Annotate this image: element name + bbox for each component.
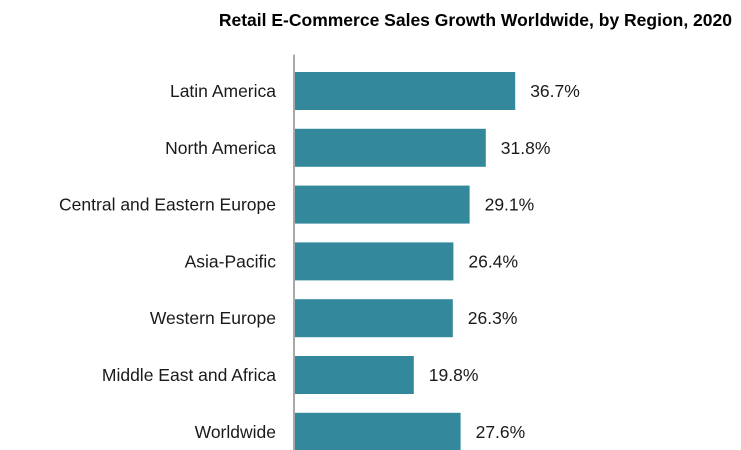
value-label: 27.6% [476, 422, 526, 442]
category-label: Central and Eastern Europe [59, 195, 276, 215]
bar [295, 242, 454, 281]
bar [295, 72, 516, 110]
category-label: North America [165, 138, 276, 158]
bar [295, 356, 414, 394]
category-label: Worldwide [195, 422, 276, 442]
bar [295, 299, 453, 338]
value-label: 29.1% [485, 195, 535, 215]
chart-title-text: Retail E-Commerce Sales Growth Worldwide… [218, 10, 732, 30]
bar [295, 128, 486, 167]
value-label: 31.8% [501, 138, 551, 158]
category-label: Western Europe [150, 308, 276, 328]
bar [295, 185, 470, 224]
category-label: Latin America [170, 81, 276, 101]
chart-title: Retail E-Commerce Sales Growth Worldwide… [0, 10, 741, 31]
value-label: 26.3% [468, 308, 518, 328]
category-label: Asia-Pacific [185, 251, 277, 271]
value-label: 36.7% [530, 81, 580, 101]
value-label: 19.8% [429, 365, 479, 385]
value-label: 26.4% [468, 251, 518, 271]
bar [295, 412, 461, 450]
category-label: Middle East and Africa [102, 365, 276, 385]
